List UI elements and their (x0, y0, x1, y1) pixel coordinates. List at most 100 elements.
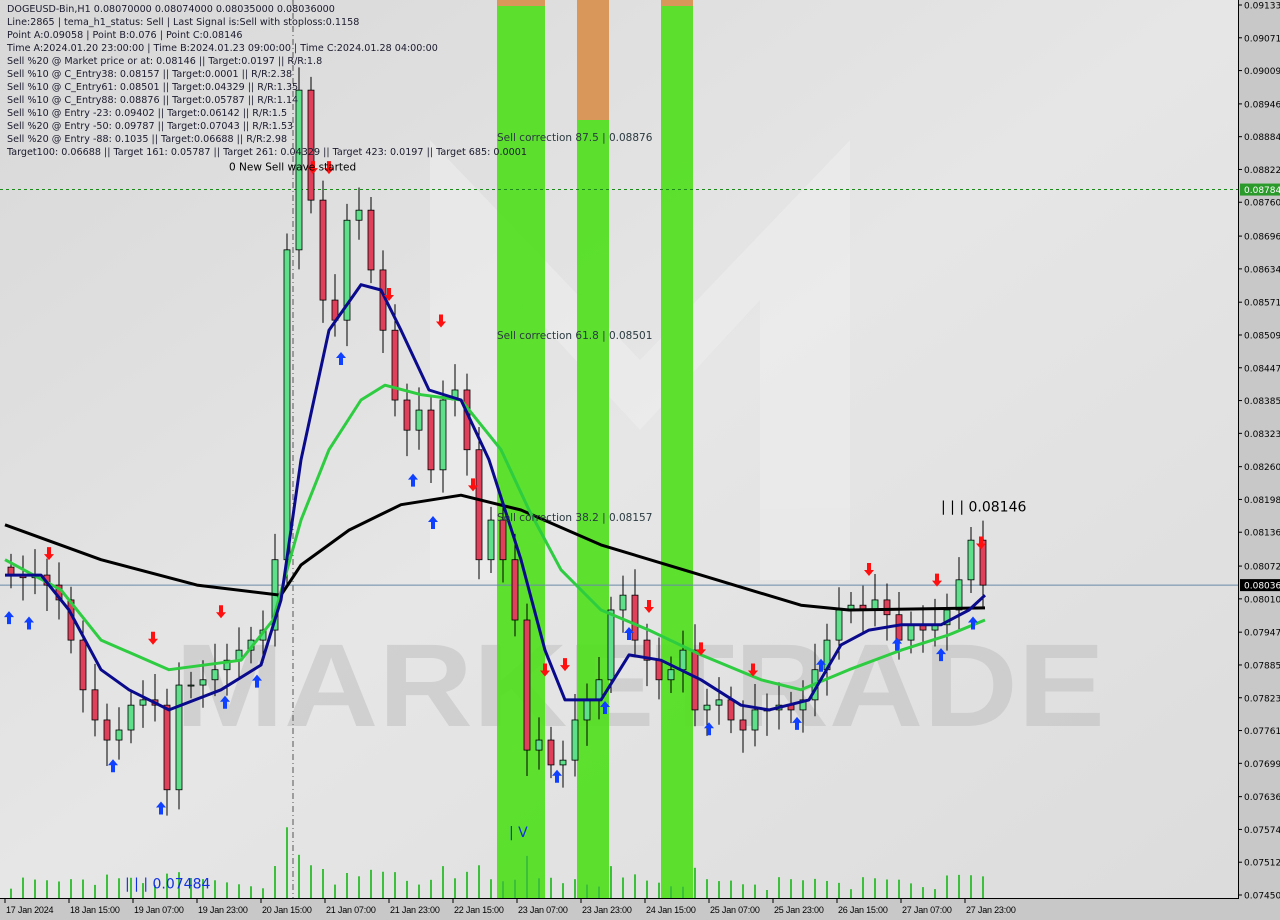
volume-bar (586, 884, 588, 898)
volume-bar (394, 872, 396, 898)
y-tick-label: 0.08323 (1244, 430, 1280, 440)
info-panel: DOGEUSD-Bin,H1 0.08070000 0.08074000 0.0… (7, 3, 527, 159)
fast_ma-line (5, 283, 987, 712)
sell-arrow-icon (468, 478, 478, 492)
volume-bar (10, 888, 12, 898)
volume-bar (250, 886, 252, 898)
volume-bar (226, 882, 228, 898)
bear-candle (511, 559, 519, 621)
bull-candle (955, 579, 963, 611)
bull-candle (187, 684, 195, 687)
info-line: Sell %20 @ Entry -50: 0.09787 || Target:… (7, 121, 294, 132)
bull-candle (715, 699, 723, 706)
volume-bar (634, 874, 636, 898)
volume-bar (538, 878, 540, 898)
y-tick-label: 0.07699 (1244, 760, 1280, 770)
volume-bar (322, 868, 324, 898)
volume-bar (466, 871, 468, 898)
bull-candle (199, 679, 207, 686)
buy-arrow-icon (220, 695, 230, 709)
volume-bar (742, 884, 744, 898)
bear-candle (739, 719, 747, 731)
sell-arrow-icon (644, 600, 654, 614)
volume-bar (274, 866, 276, 898)
volume-bar (922, 887, 924, 898)
volume-bar (946, 875, 948, 898)
signal-band-top (577, 0, 609, 120)
volume-bar (238, 884, 240, 898)
level-price-badge (1240, 579, 1280, 592)
bear-candle (163, 704, 171, 791)
buy-arrow-icon (968, 616, 978, 630)
volume-bar (802, 880, 804, 898)
bear-candle (427, 409, 435, 471)
y-tick-label: 0.08136 (1244, 529, 1280, 539)
volume-bar (262, 888, 264, 898)
bull-candle (619, 594, 627, 611)
sell-arrow-icon (540, 663, 550, 677)
volume-bar (514, 879, 516, 898)
y-tick-label: 0.09133 (1244, 2, 1280, 12)
info-line: Line:2865 | tema_h1_status: Sell | Last … (7, 17, 360, 28)
sell-arrow-icon (324, 161, 334, 175)
bull-candle (907, 624, 915, 641)
info-line: Sell %10 @ C_Entry38: 0.08157 || Target:… (7, 69, 293, 80)
bull-candle (115, 729, 123, 741)
sell-arrow-icon (696, 642, 706, 656)
volume-bar (298, 854, 300, 898)
bull-candle (595, 679, 603, 701)
bull-candle (667, 669, 675, 681)
volume-bar (370, 869, 372, 898)
volume-bar (490, 879, 492, 898)
volume-bar (706, 879, 708, 898)
bear-candle (91, 689, 99, 721)
y-tick-label: 0.08946 (1244, 100, 1280, 110)
volume-bar (982, 876, 984, 898)
y-tick-label: 0.07512 (1244, 859, 1280, 869)
x-tick-label: 24 Jan 15:00 (646, 905, 696, 915)
volume-bar (610, 866, 612, 898)
bear-candle (307, 89, 315, 201)
annotation-label: Sell correction 87.5 | 0.08876 (497, 132, 653, 144)
level-price-label: 0.08784 (1244, 186, 1280, 196)
bull-candle (415, 409, 423, 431)
volume-bar (718, 881, 720, 898)
buy-arrow-icon (792, 716, 802, 730)
buy-arrow-icon (892, 637, 902, 651)
bull-candle (571, 719, 579, 761)
x-tick-label: 23 Jan 07:00 (518, 905, 568, 915)
y-tick-label: 0.09071 (1244, 34, 1280, 44)
x-tick-label: 23 Jan 23:00 (582, 905, 632, 915)
volume-bar (886, 879, 888, 898)
sell-arrow-icon (148, 631, 158, 645)
volume-bar (46, 880, 48, 898)
volume-bar (658, 882, 660, 898)
volume-bar (970, 875, 972, 898)
sell-arrow-icon (216, 605, 226, 619)
x-tick-label: 22 Jan 15:00 (454, 905, 504, 915)
sell-arrow-icon (44, 547, 54, 561)
y-tick-label: 0.07823 (1244, 694, 1280, 704)
buy-arrow-icon (156, 801, 166, 815)
annotation-label: | | | 0.07484 (125, 877, 210, 893)
y-tick-label: 0.08884 (1244, 133, 1280, 143)
sell-arrow-icon (932, 573, 942, 587)
volume-bar (94, 884, 96, 898)
volume-bar (442, 866, 444, 898)
bear-candle (403, 399, 411, 431)
volume-bar (430, 879, 432, 898)
volume-bar (646, 880, 648, 898)
annotation-label: | | | 0.08146 (941, 500, 1026, 516)
bear-candle (523, 619, 531, 751)
volume-bar (70, 879, 72, 898)
sell-arrow-icon (308, 161, 318, 175)
bull-candle (223, 659, 231, 671)
volume-bar (310, 865, 312, 898)
volume-bar (670, 886, 672, 898)
y-tick-label: 0.07574 (1244, 826, 1280, 836)
volume-bar (382, 871, 384, 898)
volume-bar (622, 877, 624, 898)
buy-arrow-icon (816, 658, 826, 672)
bull-candle (487, 519, 495, 561)
